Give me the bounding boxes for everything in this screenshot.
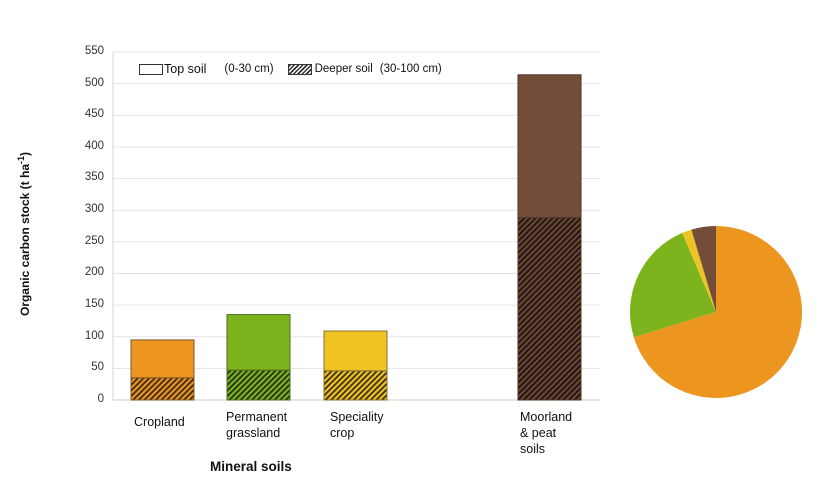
legend-label-deeper-soil: Deeper soil (314, 63, 373, 75)
y-tick: 250 (84, 235, 104, 247)
y-tick: 450 (84, 108, 104, 120)
category-label-line: & peat (520, 426, 557, 440)
y-tick: 0 (97, 393, 104, 405)
y-axis-label-superscript: -1 (16, 155, 26, 164)
y-tick: 50 (91, 361, 104, 373)
category-label-line: Cropland (134, 415, 185, 429)
legend-range-deeper-soil: (30-100 cm) (379, 63, 442, 75)
category-label-line: grassland (226, 426, 281, 440)
y-tick: 350 (84, 171, 104, 183)
y-tick: 300 (84, 203, 104, 215)
y-tick: 100 (84, 330, 104, 342)
bar-speciality-crop (323, 330, 388, 401)
y-tick: 500 (84, 77, 104, 89)
category-label-cropland: Cropland (134, 414, 185, 430)
legend-swatch-top-soil (139, 63, 163, 75)
pie-slice-cropland (633, 226, 803, 398)
category-label-permanent-grassland: Permanent grassland (226, 409, 287, 441)
legend-swatch-deeper-soil (287, 63, 312, 75)
category-label-line: crop (330, 426, 355, 440)
x-axis-group-label: Mineral soils (210, 459, 292, 474)
category-label-line: Permanent (226, 410, 288, 424)
pie-slice-grassland (630, 232, 716, 338)
y-tick: 400 (84, 140, 104, 152)
y-axis-label-text: Organic carbon stock (t ha (18, 163, 32, 317)
bar-moorland-peat (517, 74, 582, 401)
y-axis-label-close: ) (18, 151, 32, 156)
legend: Top soil (0-30 cm) Deeper soil (30-100 c… (139, 62, 442, 76)
pie-chart (630, 226, 803, 398)
legend-label-top-soil: Top soil (164, 62, 207, 76)
pie-slice-speciality (682, 229, 716, 312)
bar-permanent-grassland (226, 314, 291, 401)
category-label-line: Speciality (330, 410, 384, 424)
category-label-speciality-crop: Speciality crop (330, 409, 384, 441)
category-label-moorland-peat: Moorland & peat soils (520, 409, 572, 457)
y-tick: 550 (84, 45, 104, 57)
y-tick: 200 (84, 266, 104, 278)
legend-range-top-soil: (0-30 cm) (224, 63, 274, 75)
category-label-line: Moorland (520, 410, 573, 424)
y-axis-label: Organic carbon stock (t ha-1) (16, 114, 32, 354)
category-label-line: soils (520, 442, 546, 456)
y-tick: 150 (84, 298, 104, 310)
pie-slice-moorland (691, 226, 716, 312)
bar-cropland (130, 339, 195, 401)
